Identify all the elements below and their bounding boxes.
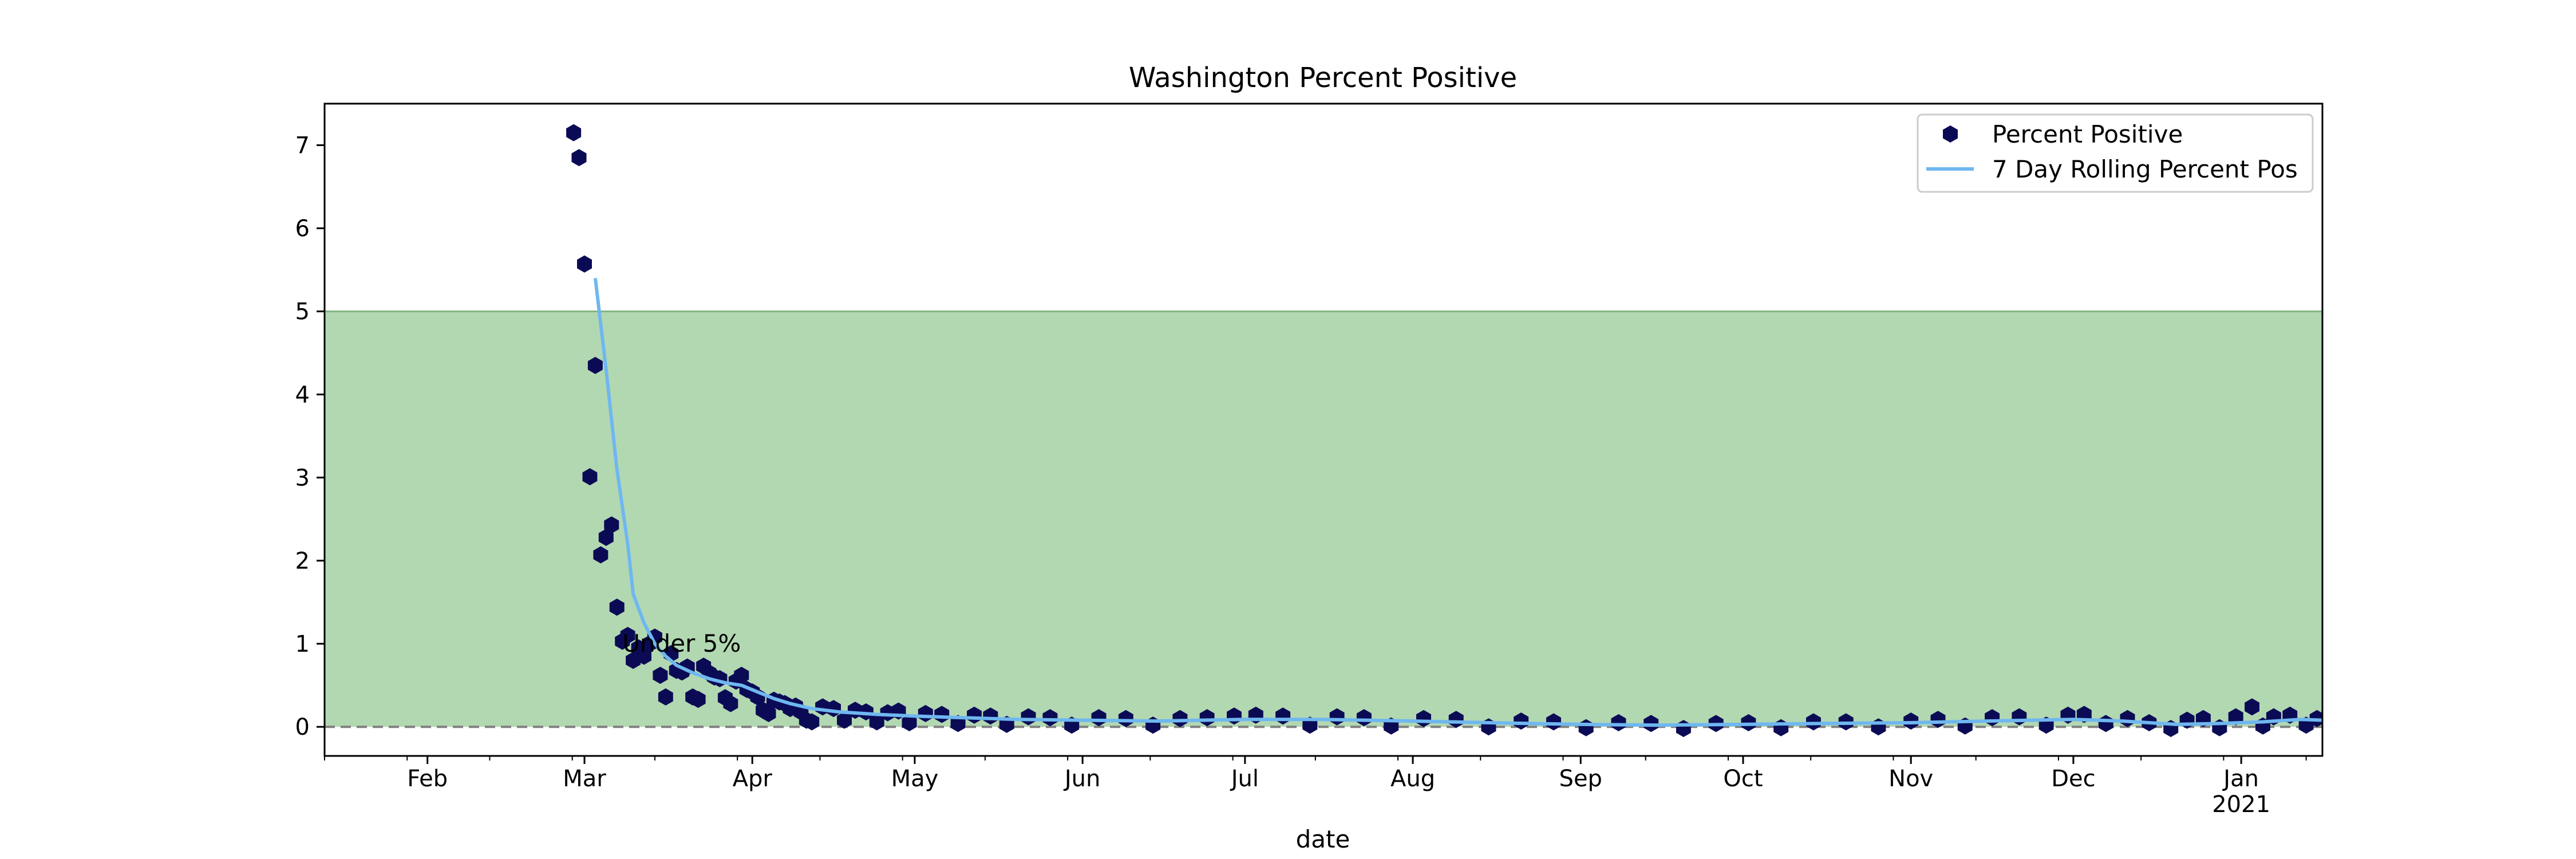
x-tick-label: Mar xyxy=(563,766,606,792)
x-tick-label: Jan xyxy=(2222,766,2259,792)
plot-area xyxy=(325,310,2322,728)
y-tick-label: 7 xyxy=(295,133,310,159)
x-tick-label: Oct xyxy=(1723,766,1763,792)
legend-box xyxy=(1917,113,2314,193)
y-tick-label: 0 xyxy=(295,714,310,740)
scatter-point xyxy=(604,516,619,534)
scatter-point xyxy=(1806,713,1821,731)
scatter-point xyxy=(723,695,738,712)
scatter-point xyxy=(902,714,917,731)
scatter-point xyxy=(637,647,651,665)
scatter-point xyxy=(609,598,625,616)
scatter-point xyxy=(1611,714,1626,731)
rolling-average-line xyxy=(593,278,2322,727)
x-tick-label: Nov xyxy=(1888,766,1933,792)
legend-label-percent-positive: Percent Positive xyxy=(1992,120,2183,148)
scatter-point xyxy=(653,667,668,684)
x-tick-label: Jul xyxy=(1230,766,1259,792)
scatter-point xyxy=(1546,713,1561,731)
y-tick-label: 5 xyxy=(295,299,310,325)
scatter-point xyxy=(571,149,587,167)
y-tick-label: 3 xyxy=(295,465,310,491)
scatter-point xyxy=(804,713,820,731)
scatter-point xyxy=(582,468,598,486)
scatter-point xyxy=(2245,698,2259,716)
threshold-annotation: Under 5% xyxy=(622,629,741,657)
scatter-point xyxy=(620,626,635,644)
x-tick-label: Dec xyxy=(2051,766,2095,792)
x-tick-label: Apr xyxy=(733,766,773,792)
scatter-point xyxy=(858,703,874,721)
data-marks xyxy=(566,124,2322,738)
scatter-point xyxy=(690,691,706,708)
y-tick-label: 4 xyxy=(295,382,310,408)
x-axis-label: date xyxy=(1296,825,1350,853)
scatter-point xyxy=(837,711,852,729)
y-tick-label: 6 xyxy=(295,216,310,242)
scatter-point xyxy=(869,713,884,731)
x-tick-year-label: 2021 xyxy=(2212,791,2270,818)
scatter-point xyxy=(1199,709,1215,727)
scatter-point xyxy=(1514,712,1529,730)
axes-frame xyxy=(323,103,2324,757)
x-tick-label: Sep xyxy=(1559,766,1602,792)
scatter-point xyxy=(593,546,609,564)
scatter-point xyxy=(658,688,673,706)
legend-marker-percent-positive xyxy=(1943,125,1958,143)
scatter-point xyxy=(734,667,749,684)
scatter-point xyxy=(647,628,662,646)
scatter-point xyxy=(577,255,592,273)
scatter-point xyxy=(1356,709,1372,727)
scatter-point xyxy=(761,705,776,722)
x-tick-label: Aug xyxy=(1390,766,1435,792)
legend: Percent Positive 7 Day Rolling Percent P… xyxy=(1917,113,2314,193)
x-tick-label: Feb xyxy=(407,766,448,792)
y-tick-label: 1 xyxy=(295,631,310,657)
x-tick-label: May xyxy=(891,766,939,792)
scatter-point xyxy=(587,357,603,375)
legend-label-rolling: 7 Day Rolling Percent Pos xyxy=(1992,155,2298,183)
y-tick-label: 2 xyxy=(295,548,310,574)
scatter-point xyxy=(1118,710,1133,727)
scatter-point xyxy=(1172,710,1188,727)
under-5-percent-band xyxy=(325,311,2322,727)
scatter-point xyxy=(1042,709,1058,727)
x-tick-label: Jun xyxy=(1063,766,1101,792)
scatter-point xyxy=(566,124,582,141)
axes: 0 1 2 3 4 5 6 7 Feb Mar Apr May Jun Jul Aug Sep Oct Nov De… xyxy=(295,103,2324,818)
chart-title: Washington Percent Positive xyxy=(1129,62,1517,94)
scatter-point xyxy=(598,529,614,546)
